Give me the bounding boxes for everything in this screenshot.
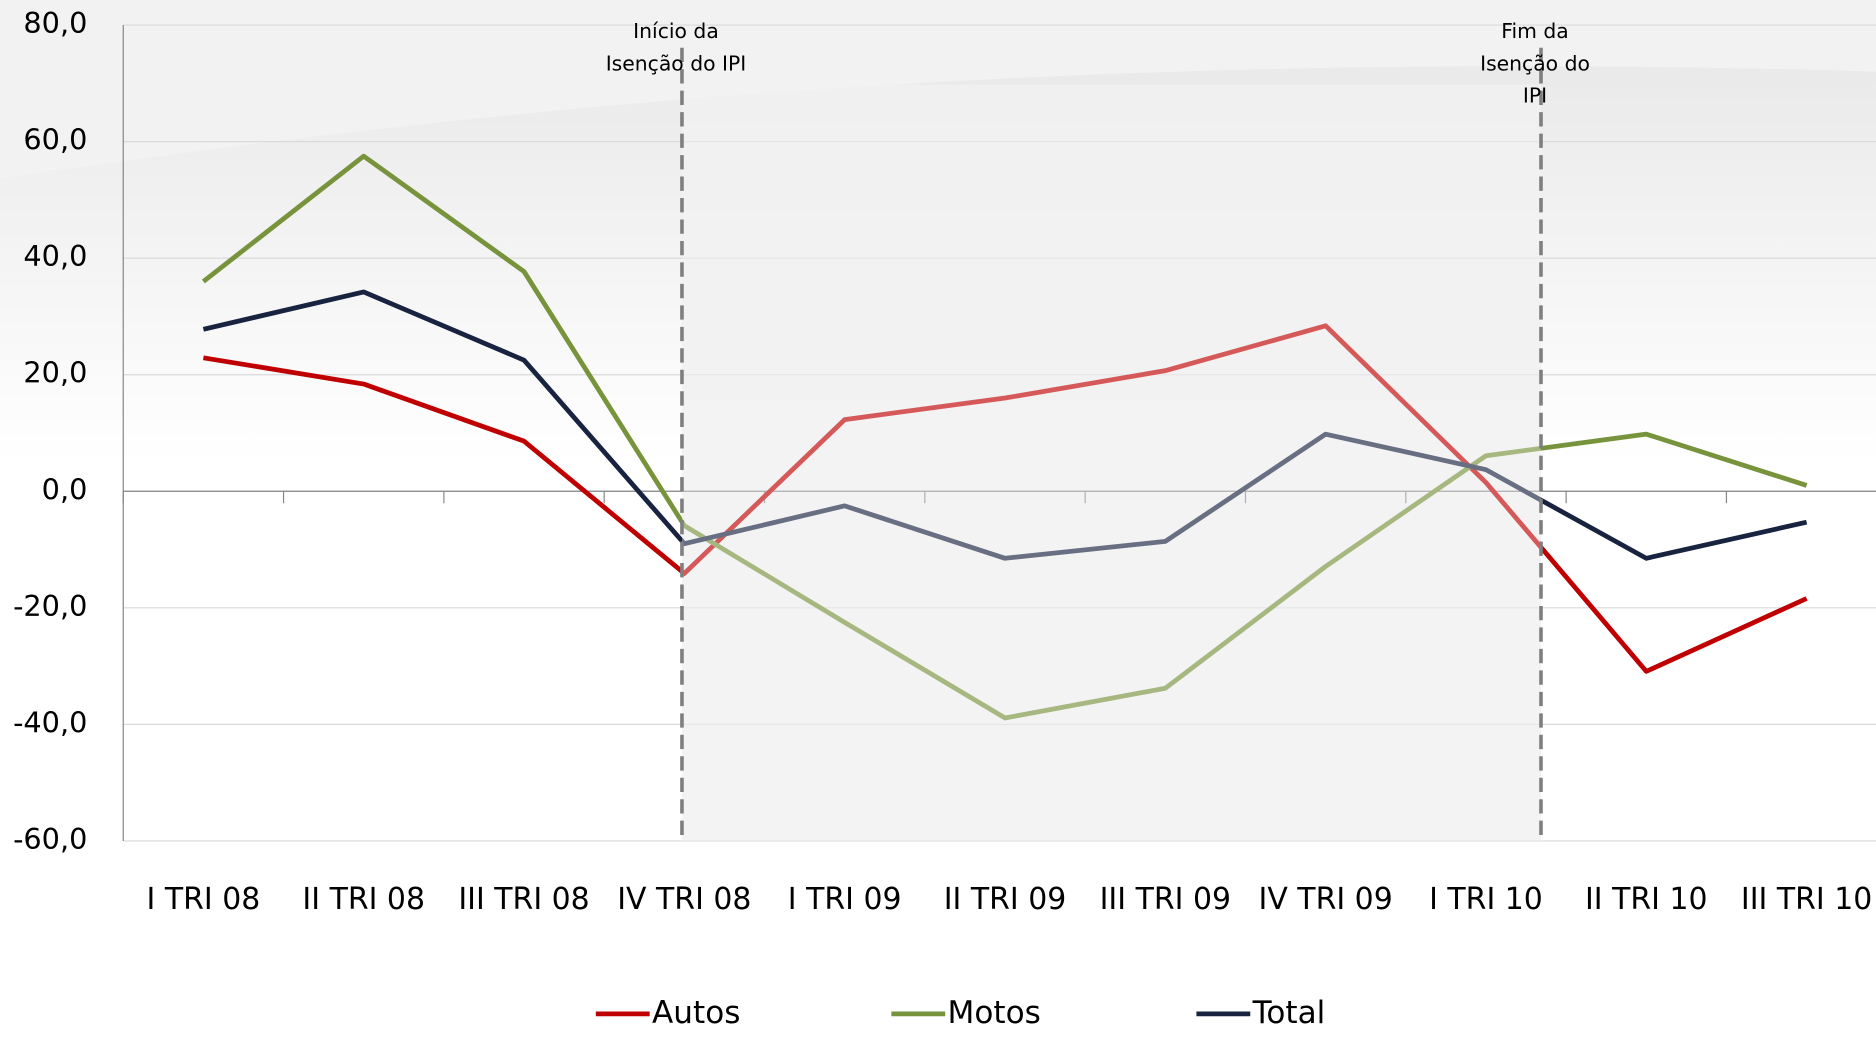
annotation: Isenção do <box>1480 51 1590 75</box>
period-overlay <box>681 84 1541 841</box>
legend-label: Motos <box>948 995 1041 1031</box>
x-tick-label: II TRI 10 <box>1585 882 1708 917</box>
y-tick-label: 0,0 <box>42 472 88 506</box>
annotation: IPI <box>1523 84 1547 108</box>
x-tick-label: I TRI 08 <box>147 882 261 917</box>
y-tick-label: 80,0 <box>23 6 87 40</box>
series-line <box>201 153 1808 721</box>
x-tick-label: II TRI 09 <box>944 882 1067 917</box>
y-tick-label: -60,0 <box>13 822 87 856</box>
x-tick-label: IV TRI 09 <box>1259 882 1393 917</box>
y-tick-label: 40,0 <box>23 239 87 273</box>
x-tick-label: I TRI 10 <box>1429 882 1543 917</box>
x-tick-label: IV TRI 08 <box>617 882 751 917</box>
shaded-period <box>681 84 1541 841</box>
annotation: Isenção do IPI <box>606 51 747 75</box>
legend-label: Total <box>1252 995 1326 1031</box>
y-tick-label: -20,0 <box>13 589 87 623</box>
annotation: Fim da <box>1501 19 1568 43</box>
x-tick-label: II TRI 08 <box>302 882 425 917</box>
y-tick-label: -40,0 <box>13 705 87 739</box>
legend-label: Autos <box>652 995 740 1031</box>
x-tick-label: III TRI 08 <box>458 882 589 917</box>
y-tick-label: 60,0 <box>23 123 87 157</box>
x-tick-label: III TRI 09 <box>1100 882 1231 917</box>
x-tick-label: III TRI 10 <box>1741 882 1872 917</box>
y-tick-label: 20,0 <box>23 356 87 390</box>
background-wave <box>0 0 1876 179</box>
x-tick-label: I TRI 09 <box>788 882 902 917</box>
annotation: Início da <box>633 19 719 43</box>
